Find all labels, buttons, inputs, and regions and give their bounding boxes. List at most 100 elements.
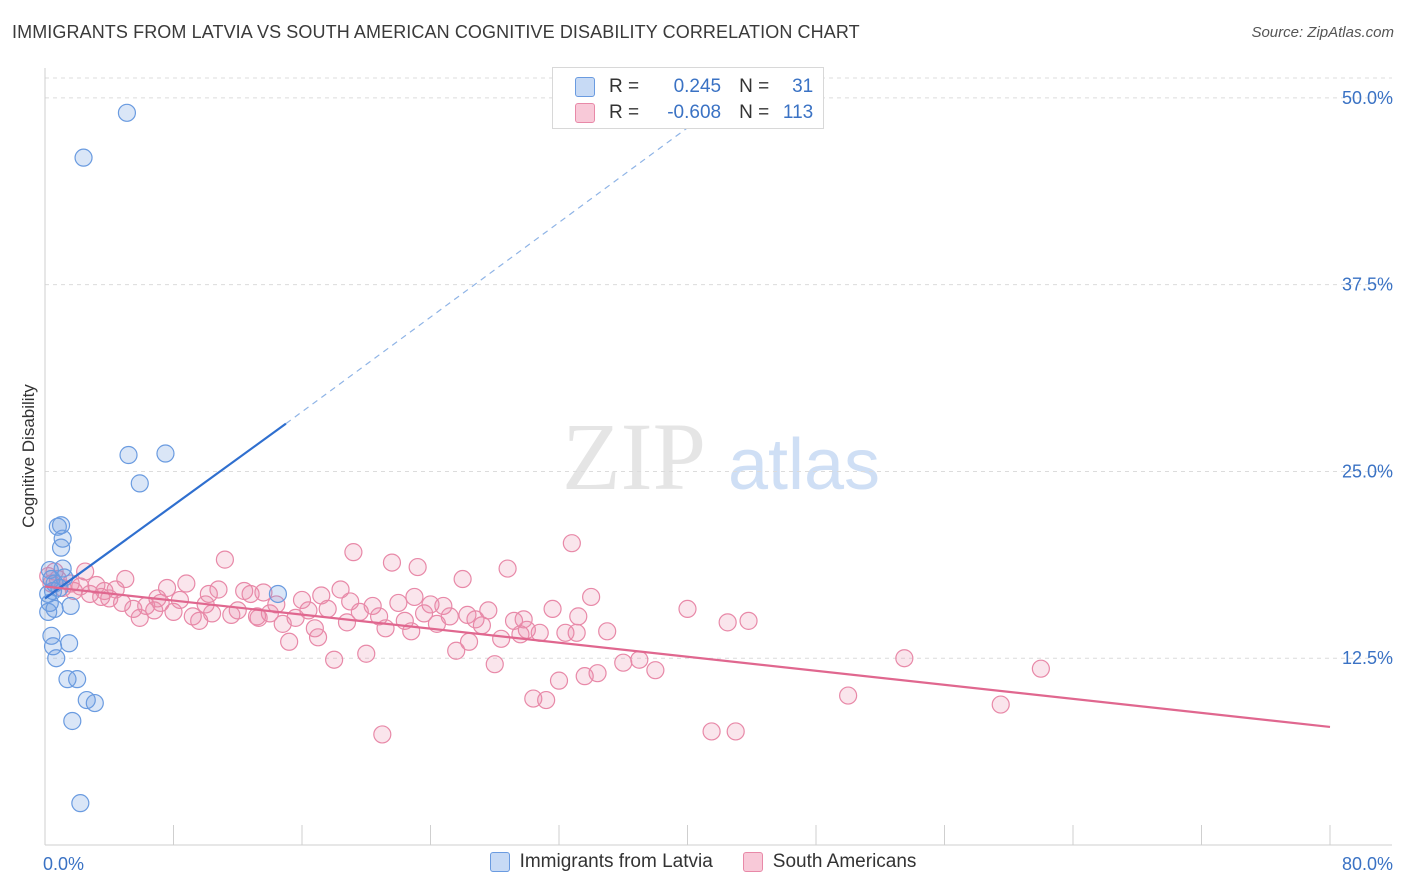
latvia-point-25 (58, 670, 77, 689)
south-americans-points (39, 534, 1050, 744)
legend-item-latvia: Immigrants from Latvia (489, 851, 713, 873)
n-label: N = (739, 102, 770, 123)
gridlines (45, 77, 1392, 659)
latvia-point-7 (53, 529, 72, 548)
south-americans-point-64 (447, 641, 466, 660)
stats-row-south-americans: R = -0.608 N = 113 (575, 101, 813, 125)
tick-labels: 12.5% 25.0% 37.5% 50.0% 0.0% 80.0% (43, 88, 1393, 874)
south-americans-point-111 (514, 610, 533, 629)
latvia-swatch (575, 77, 595, 97)
latvia-point-0 (117, 103, 137, 122)
latvia-point-30 (71, 794, 90, 813)
latvia-point-3 (156, 444, 175, 463)
south-americans-point-85 (582, 587, 601, 607)
south-americans-point-89 (630, 650, 649, 669)
south-americans-point-70 (485, 655, 504, 674)
south-americans-point-98 (991, 695, 1010, 714)
south-americans-point-109 (405, 587, 424, 607)
chart-source: Source: ZipAtlas.com (1251, 24, 1394, 41)
south-americans-point-91 (678, 599, 697, 619)
south-americans-point-48 (344, 543, 363, 562)
latvia-point-23 (43, 637, 63, 656)
south-americans-point-77 (530, 623, 549, 642)
south-americans-point-54 (382, 553, 402, 572)
south-americans-point-17 (145, 601, 164, 620)
x-tick-label-0: 0.0% (43, 854, 84, 874)
stats-row-latvia: R = 0.245 N = 31 (575, 75, 813, 99)
south-americans-point-97 (895, 649, 914, 668)
legend-item-south-americans: South Americans (742, 851, 917, 873)
south-americans-trend-line (44, 585, 1331, 729)
latvia-point-28 (85, 693, 104, 713)
south-americans-point-99 (1031, 659, 1050, 678)
latvia-point-1 (74, 148, 93, 167)
south-americans-point-108 (341, 592, 360, 611)
south-americans-point-38 (280, 632, 299, 651)
south-americans-point-112 (567, 623, 586, 642)
south-americans-point-93 (718, 613, 737, 632)
south-americans-point-35 (260, 604, 279, 623)
south-americans-point-63 (440, 607, 459, 626)
south-americans-point-40 (292, 590, 312, 610)
latvia-point-8 (51, 538, 71, 557)
latvia-point-4 (130, 474, 149, 493)
south-americans-point-88 (614, 653, 633, 672)
latvia-point-10 (40, 560, 59, 580)
watermark-zip: ZIP (562, 403, 706, 510)
n-value: 113 (782, 102, 814, 123)
south-americans-point-13 (116, 569, 135, 589)
south-americans-point-72 (498, 559, 517, 578)
south-americans-point-62 (434, 596, 453, 616)
south-americans-point-71 (492, 629, 511, 648)
south-americans-point-44 (318, 599, 337, 619)
south-americans-point-69 (479, 601, 498, 620)
latvia-point-19 (39, 602, 58, 622)
y-tick-label-2: 37.5% (1342, 275, 1393, 295)
legend-swatch-latvia (489, 852, 510, 872)
latvia-point-26 (68, 670, 87, 689)
legend-swatch-south-americans (742, 852, 763, 872)
south-americans-point-95 (739, 611, 758, 630)
south-americans-point-83 (569, 607, 588, 626)
legend-label-latvia: Immigrants from Latvia (519, 851, 713, 872)
south-americans-point-94 (726, 722, 745, 741)
latvia-point-31 (268, 584, 288, 604)
south-americans-point-55 (389, 593, 408, 613)
latvia-trend-line (44, 422, 287, 600)
south-americans-point-22 (177, 574, 196, 593)
south-americans-point-102 (199, 584, 218, 604)
n-label: N = (739, 76, 770, 97)
south-americans-point-101 (308, 628, 328, 647)
south-americans-swatch (575, 103, 595, 123)
y-axis-label: Cognitive Disability (19, 384, 38, 528)
x-tick-label-1: 80.0% (1342, 854, 1393, 874)
r-label: R = (609, 76, 640, 97)
south-americans-point-58 (408, 557, 427, 577)
watermark: ZIP atlas (562, 403, 880, 510)
y-tick-label-1: 25.0% (1342, 461, 1393, 481)
south-americans-point-26 (202, 604, 222, 623)
trend-lines (44, 127, 1331, 729)
legend-label-south-americans: South Americans (772, 851, 917, 872)
south-americans-point-92 (702, 722, 721, 741)
latvia-point-2 (119, 445, 138, 465)
y-tick-label-3: 50.0% (1342, 88, 1393, 108)
south-americans-point-90 (646, 661, 665, 680)
south-americans-point-79 (543, 599, 562, 619)
south-americans-point-96 (839, 686, 858, 705)
latvia-points (39, 103, 288, 813)
south-americans-point-78 (537, 690, 556, 710)
r-value: 0.245 (673, 76, 722, 97)
south-americans-point-30 (228, 601, 247, 620)
latvia-point-29 (63, 711, 82, 731)
r-value: -0.608 (667, 102, 722, 123)
south-americans-point-110 (458, 605, 477, 624)
south-americans-point-80 (549, 671, 569, 690)
latvia-point-24 (47, 649, 66, 668)
south-americans-point-28 (215, 550, 234, 569)
latvia-point-20 (61, 596, 80, 616)
latvia-point-22 (59, 634, 79, 653)
south-americans-point-34 (254, 583, 273, 602)
latvia-point-6 (48, 517, 67, 536)
